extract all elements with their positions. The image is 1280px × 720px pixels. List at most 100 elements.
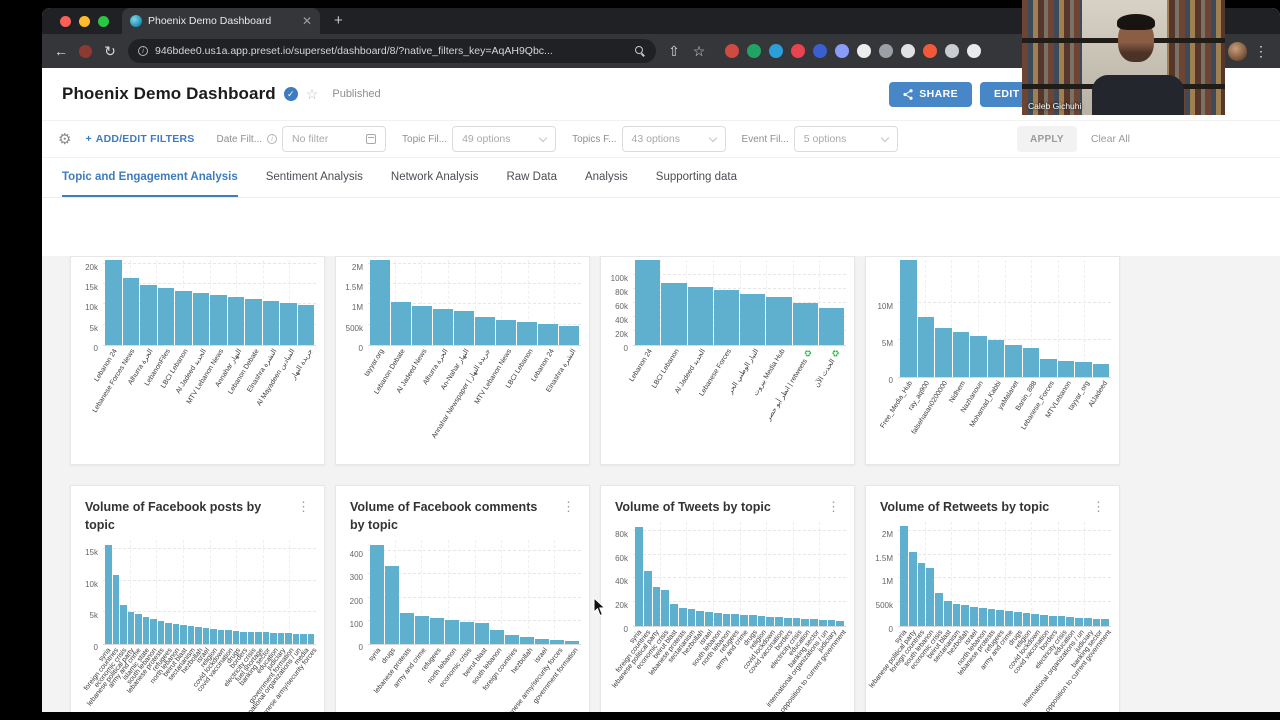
plot-area — [103, 540, 316, 646]
bar — [232, 630, 239, 645]
gridline — [739, 522, 741, 627]
minimize-window-button[interactable] — [79, 15, 90, 27]
bar — [391, 302, 411, 345]
browser-menu-icon[interactable]: ⋮ — [1254, 42, 1268, 59]
apply-button[interactable]: APPLY — [1016, 126, 1077, 152]
search-icon[interactable] — [635, 45, 646, 57]
tab-close-icon[interactable]: ✕ — [301, 14, 312, 28]
filter-value: 43 options — [631, 133, 680, 145]
new-tab-button[interactable]: + — [334, 12, 343, 29]
gridline — [447, 540, 449, 645]
dashboard-tab-raw-data[interactable]: Raw Data — [506, 170, 557, 183]
close-window-button[interactable] — [60, 15, 71, 27]
bar — [740, 293, 766, 345]
bar — [792, 302, 818, 345]
filter-select[interactable]: No filter — [282, 126, 387, 152]
puzzle-extension-icon[interactable] — [967, 44, 981, 58]
window-controls — [60, 15, 109, 27]
bookmark-star-icon[interactable]: ☆ — [692, 42, 706, 59]
y-axis-tick: 60k — [615, 301, 628, 311]
bar — [987, 340, 1004, 377]
y-axis-tick: 0 — [93, 344, 98, 353]
plot-area — [898, 260, 1111, 378]
add-edit-filters-label: ADD/EDIT FILTERS — [95, 133, 195, 145]
dashboard-tab-analysis[interactable]: Analysis — [584, 170, 628, 183]
url-bar[interactable]: i 946bdee0.us1a.app.preset.io/superset/d… — [128, 39, 656, 63]
keyboard-extension-icon[interactable] — [901, 44, 915, 58]
favorite-star-icon[interactable]: ☆ — [305, 85, 319, 102]
filter-select[interactable]: 43 options — [621, 126, 726, 152]
chart-menu-button[interactable]: ⋮ — [562, 499, 575, 514]
record-indicator-icon[interactable] — [79, 44, 92, 58]
bar — [255, 632, 262, 645]
bar — [900, 525, 908, 627]
maximize-window-button[interactable] — [98, 15, 109, 27]
share-button[interactable]: SHARE — [889, 81, 972, 107]
refresh-button[interactable]: ↻ — [104, 42, 116, 59]
dashboard-tab-sentiment-analysis[interactable]: Sentiment Analysis — [265, 170, 363, 183]
share-upload-icon[interactable]: ⇧ — [668, 42, 680, 59]
bar — [300, 634, 307, 645]
snowflake-extension-icon[interactable] — [835, 44, 849, 58]
filter-select[interactable]: 49 options — [452, 126, 557, 152]
telegram-extension-icon[interactable] — [769, 44, 783, 58]
gridline — [527, 260, 529, 345]
bar — [670, 604, 678, 627]
bar — [517, 322, 537, 345]
bar — [1101, 619, 1109, 627]
y-axis-tick: 200 — [349, 596, 363, 606]
bar-chart: 0 5k 10k 15k syria foreign countries economic … — [71, 534, 324, 712]
filter-select[interactable]: 5 options — [793, 126, 898, 152]
bar — [926, 567, 934, 627]
y-axis-tick: 0 — [623, 344, 628, 353]
adobe-extension-icon[interactable] — [923, 44, 937, 58]
bar — [187, 626, 194, 645]
bar — [635, 260, 661, 345]
dashboard-tab-network-analysis[interactable]: Network Analysis — [390, 170, 479, 183]
axis-label: tayyar.org — [363, 348, 386, 378]
bar — [1083, 618, 1092, 627]
y-axis-tick: 80k — [615, 529, 628, 539]
chart-menu-button[interactable]: ⋮ — [297, 499, 310, 514]
chart-card: 0 5M 10M Free_Media_Hub ray_aq900 falsehasan0… — [865, 256, 1120, 465]
meet-extension-icon[interactable] — [747, 44, 761, 58]
mouse-cursor — [593, 597, 606, 617]
bar — [225, 630, 232, 645]
clear-all-button[interactable]: Clear All — [1090, 133, 1130, 145]
bar — [713, 613, 722, 627]
back-button[interactable]: ← — [54, 43, 68, 59]
profile-avatar[interactable] — [1228, 41, 1247, 61]
browser-tab[interactable]: Phoenix Demo Dashboard ✕ — [122, 8, 320, 34]
reader-extension-icon[interactable] — [945, 44, 959, 58]
x-axis-labels: Lebanon 24 Lebanese Forces News Alhurra ال… — [92, 346, 316, 464]
dashboard-tab-supporting-data[interactable]: Supporting data — [655, 170, 737, 183]
gear-icon[interactable]: ⚙ — [58, 131, 72, 148]
chart-menu-button[interactable]: ⋮ — [1092, 499, 1105, 514]
bar — [900, 260, 917, 377]
y-axis-tick: 40k — [615, 315, 628, 325]
page-info-icon[interactable]: i — [138, 46, 148, 56]
bar — [280, 303, 297, 345]
bar — [157, 620, 164, 645]
dashboard-tab-topic-and-engagement-analysis[interactable]: Topic and Engagement Analysis — [62, 158, 238, 197]
record-extension-icon[interactable] — [725, 44, 739, 58]
y-axis-tick: 1M — [351, 303, 363, 313]
pocket-extension-icon[interactable] — [791, 44, 805, 58]
vpn-shield-extension-icon[interactable] — [813, 44, 827, 58]
dashboard-page: Phoenix Demo Dashboard ✓ ☆ Published SHA… — [42, 68, 1280, 712]
bar — [412, 306, 432, 345]
bar — [202, 628, 209, 645]
bar — [559, 325, 579, 345]
bar-chart: 0 100 200 300 400 syria drugs lebanese protests… — [336, 534, 589, 712]
filter-label: Date Filt... — [216, 133, 263, 145]
bar — [836, 620, 844, 627]
retweet-recycle-icon: ♻ — [800, 347, 816, 362]
bar — [105, 544, 112, 645]
chart-menu-button[interactable]: ⋮ — [827, 499, 840, 514]
add-edit-filters-button[interactable]: + ADD/EDIT FILTERS — [85, 133, 195, 145]
bar — [240, 631, 247, 645]
caption-extension-icon[interactable] — [879, 44, 893, 58]
y-axis-tick: 2M — [881, 529, 893, 539]
y-axis-tick: 10M — [877, 302, 893, 312]
notion-extension-icon[interactable] — [857, 44, 871, 58]
